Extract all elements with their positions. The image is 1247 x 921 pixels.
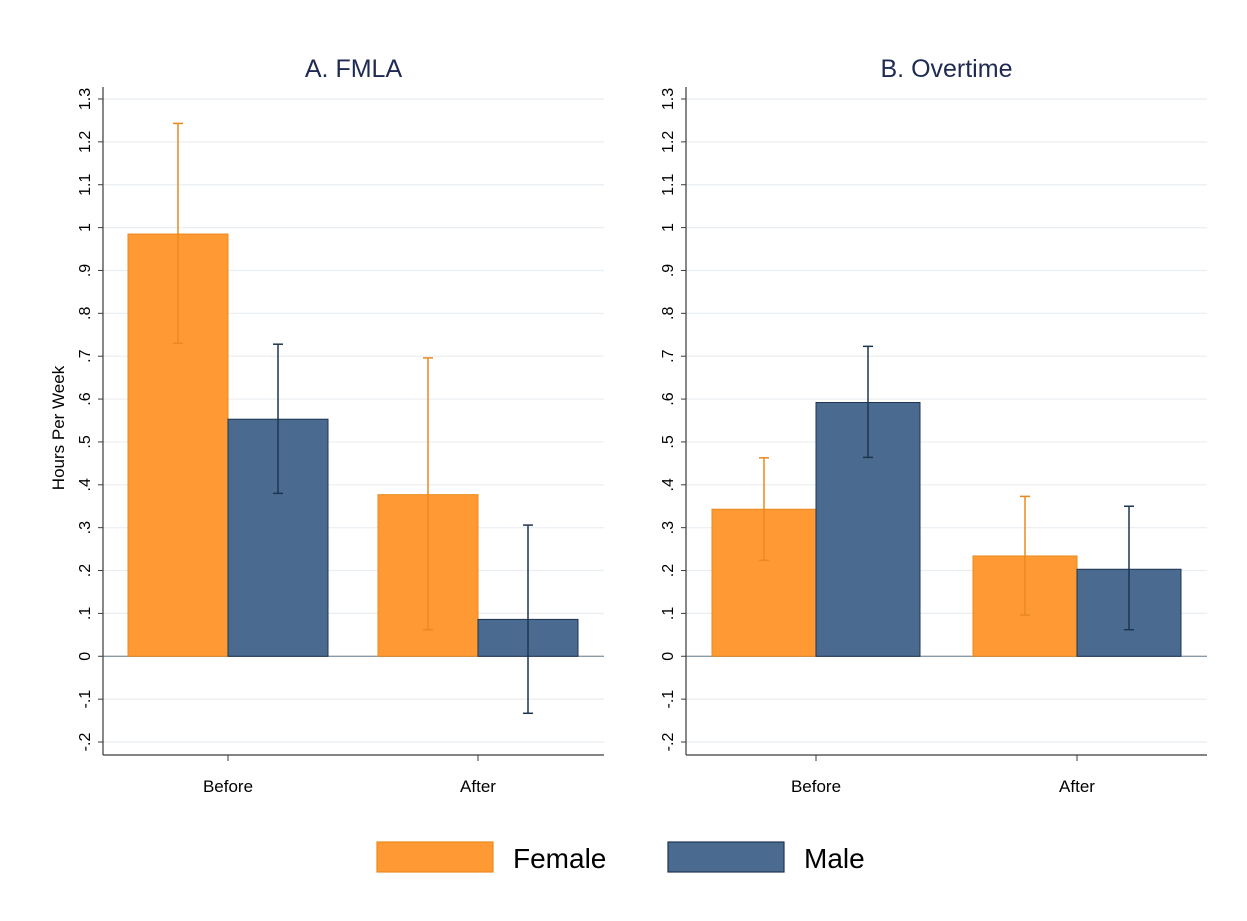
panel-title: A. FMLA <box>305 55 403 83</box>
legend-label-female: Female <box>513 843 606 874</box>
y-tick-label: -.1 <box>77 690 94 709</box>
panel-title: B. Overtime <box>881 55 1013 83</box>
x-tick-label: After <box>1059 777 1095 796</box>
y-tick-label: .1 <box>660 607 677 620</box>
y-axis-label: Hours Per Week <box>49 365 68 490</box>
y-tick-label: .5 <box>660 435 677 448</box>
y-tick-label: .9 <box>660 264 677 277</box>
legend-swatch-male <box>667 841 785 873</box>
error-bar-male-after <box>523 524 533 715</box>
y-tick-label: 1.3 <box>77 88 94 110</box>
y-tick-label: .1 <box>77 607 94 620</box>
y-tick-label: 0 <box>77 652 94 661</box>
error-bar-female-after <box>423 357 433 631</box>
y-tick-label: .7 <box>77 349 94 362</box>
panel-a: -.2 -.1 0 .1 .2 .3 .4 .5 .6 .7 .8 .9 1 1.1 1.2 1.3 Befor… <box>77 55 604 796</box>
y-tick-label: 1.2 <box>77 131 94 153</box>
y-tick-label: 1 <box>660 223 677 232</box>
panel-b: -.2 -.1 0 .1 .2 .3 .4 .5 .6 .7 .8 .9 1 1.1 1.2 1.3 Befor… <box>660 55 1207 796</box>
y-tick-label: .4 <box>660 478 677 491</box>
error-bar-female-before <box>759 457 769 561</box>
y-tick-label: -.1 <box>660 690 677 709</box>
y-tick-label: .6 <box>660 392 677 405</box>
y-tick-label: 1 <box>77 223 94 232</box>
legend-item-male: Male <box>667 841 865 874</box>
y-tick-label: .7 <box>660 349 677 362</box>
y-tick-label: .8 <box>77 307 94 320</box>
y-tick-label: .3 <box>660 521 677 534</box>
legend-label-male: Male <box>804 843 865 874</box>
y-tick-label: .6 <box>77 392 94 405</box>
y-tick-label: .4 <box>77 478 94 491</box>
legend-item-female: Female <box>376 841 606 874</box>
y-tick-label: -.2 <box>77 733 94 752</box>
error-bar-male-after <box>1124 505 1134 631</box>
y-tick-label: -.2 <box>660 733 677 752</box>
y-tick-label: 1.1 <box>660 174 677 196</box>
x-tick-label: Before <box>791 777 841 796</box>
y-tick-label: .8 <box>660 307 677 320</box>
y-tick-label: .9 <box>77 264 94 277</box>
y-tick-label: 0 <box>660 652 677 661</box>
error-bar-male-before <box>273 343 283 495</box>
legend-swatch-female <box>376 841 494 873</box>
y-tick-label: .3 <box>77 521 94 534</box>
error-bar-female-after <box>1020 495 1030 616</box>
y-tick-label: .2 <box>77 564 94 577</box>
legend: Female Male <box>376 841 865 874</box>
error-bar-female-before <box>173 122 183 345</box>
y-tick-label: 1.1 <box>77 174 94 196</box>
x-tick-label: Before <box>203 777 253 796</box>
error-bar-male-before <box>863 345 873 459</box>
x-tick-label: After <box>460 777 496 796</box>
y-tick-label: .2 <box>660 564 677 577</box>
y-tick-label: 1.3 <box>660 88 677 110</box>
y-tick-label: .5 <box>77 435 94 448</box>
y-tick-label: 1.2 <box>660 131 677 153</box>
